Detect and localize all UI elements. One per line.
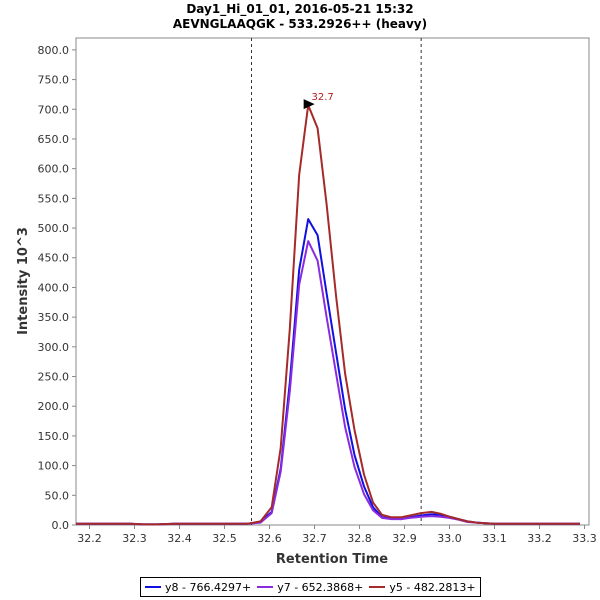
x-tick-label: 32.4: [167, 532, 192, 545]
legend-item[interactable]: y5 - 482.2813+: [369, 580, 476, 594]
x-axis-label: Retention Time: [276, 552, 388, 567]
y-tick-label: 350.0: [38, 311, 70, 324]
y-tick-label: 800.0: [38, 44, 70, 57]
legend-item[interactable]: y8 - 766.4297+: [145, 581, 251, 594]
chart-subtitle: AEVNGLAAQGK - 533.2926++ (heavy): [173, 17, 427, 31]
y-tick-label: 650.0: [38, 133, 70, 146]
legend-label: y5 - 482.2813+: [389, 580, 476, 594]
plot-area[interactable]: [75, 37, 590, 526]
legend-swatch: [369, 586, 386, 588]
x-tick-label: 33.3: [572, 532, 597, 545]
y-tick-label: 550.0: [38, 192, 70, 205]
y-tick-label: 300.0: [38, 341, 70, 354]
y-tick-label: 0.0: [52, 519, 70, 532]
x-tick-label: 32.8: [347, 532, 372, 545]
x-tick-label: 32.3: [122, 532, 147, 545]
y-axis-label: Intensity 10^3: [16, 227, 31, 335]
legend-swatch: [257, 586, 274, 588]
x-tick-label: 32.2: [77, 532, 102, 545]
legend-item[interactable]: y7 - 652.3868+: [257, 581, 363, 594]
y-tick-label: 450.0: [38, 252, 70, 265]
x-tick-label: 33.1: [482, 532, 507, 545]
series-line[interactable]: [76, 104, 580, 526]
y-tick-label: 400.0: [38, 281, 70, 294]
legend-label: y8 - 766.4297+: [165, 580, 252, 594]
x-tick-label: 32.5: [212, 532, 237, 545]
y-tick-label: 750.0: [38, 74, 70, 87]
legend: y8 - 766.4297+ y7 - 652.3868+ y5 - 482.281…: [140, 577, 481, 597]
legend-swatch: [145, 586, 161, 588]
legend-label: y7 - 652.3868+: [277, 580, 364, 594]
y-tick-label: 150.0: [38, 430, 70, 443]
y-tick-label: 700.0: [38, 103, 70, 116]
x-tick-label: 32.6: [257, 532, 282, 545]
x-tick-label: 32.9: [392, 532, 417, 545]
y-tick-label: 250.0: [38, 371, 70, 384]
chart-title: Day1_Hi_01_01, 2016-05-21 15:32: [186, 2, 413, 17]
x-tick-label: 33.0: [437, 532, 462, 545]
peak-arrow-icon: [303, 99, 315, 110]
x-tick-label: 32.7: [302, 532, 327, 545]
peak-label: 32.7: [312, 92, 334, 103]
y-tick-label: 600.0: [38, 163, 70, 176]
y-tick-label: 500.0: [38, 222, 70, 235]
y-tick-label: 100.0: [38, 460, 70, 473]
y-tick-label: 200.0: [38, 400, 70, 413]
x-tick-label: 33.2: [527, 532, 552, 545]
y-tick-label: 50.0: [45, 489, 70, 502]
